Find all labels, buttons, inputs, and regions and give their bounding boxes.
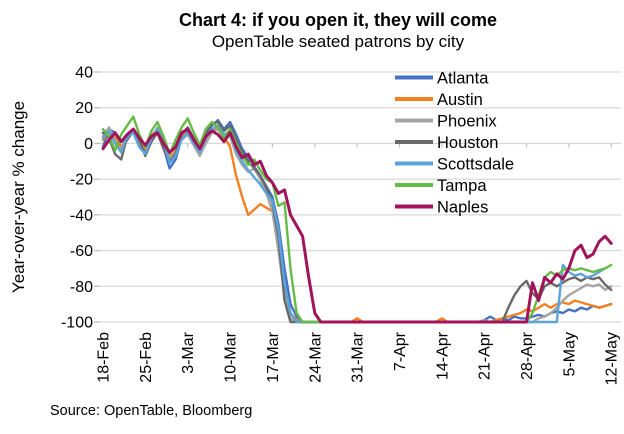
y-tick-label: 40: [75, 65, 93, 82]
x-tick-label: 24-Mar: [307, 331, 324, 382]
gridlines: [100, 71, 621, 323]
source-note: Source: OpenTable, Bloomberg: [50, 403, 252, 419]
x-tick-label: 18-Feb: [96, 332, 113, 383]
legend-item-naples: Naples: [395, 199, 488, 217]
legend-label-naples: Naples: [437, 199, 488, 217]
legend-item-phoenix: Phoenix: [395, 113, 497, 131]
chart-title: Chart 4: if you open it, they will come: [179, 10, 497, 30]
y-tick-label: -20: [70, 172, 93, 189]
x-tick-label: 5-May: [561, 332, 578, 376]
legend-label-phoenix: Phoenix: [437, 113, 497, 131]
series-lines: [101, 115, 613, 324]
legend: Atlanta Austin Phoenix Houston Scottsdale Tam…: [395, 70, 514, 217]
x-tick-label: 25-Feb: [138, 332, 155, 383]
legend-item-houston: Houston: [395, 134, 498, 152]
legend-label-scottsdale: Scottsdale: [437, 156, 514, 174]
x-tick-label: 28-Apr: [519, 331, 536, 380]
y-tick-label: 20: [75, 100, 93, 117]
legend-item-atlanta: Atlanta: [395, 70, 489, 88]
legend-item-tampa: Tampa: [395, 177, 487, 195]
x-tick-label: 31-Mar: [350, 331, 367, 382]
legend-label-atlanta: Atlanta: [437, 70, 489, 88]
y-axis-tick-marks: [94, 71, 100, 323]
chart-subtitle: OpenTable seated patrons by city: [212, 32, 465, 51]
legend-item-austin: Austin: [395, 91, 483, 109]
legend-label-houston: Houston: [437, 134, 498, 152]
legend-label-austin: Austin: [437, 91, 483, 109]
x-tick-label: 21-Apr: [477, 331, 494, 380]
y-axis-title: Year-over-year % change: [9, 101, 28, 293]
legend-label-tampa: Tampa: [437, 177, 487, 195]
x-tick-label: 10-Mar: [223, 331, 240, 382]
y-axis-tick-labels: 40 20 0 -20 -40 -60 -80 -100: [61, 65, 93, 332]
x-tick-label: 3-Mar: [180, 331, 197, 373]
series-line-naples: [101, 127, 613, 324]
y-tick-label: -80: [70, 279, 93, 296]
x-axis-tick-labels: 18-Feb 25-Feb 3-Mar 10-Mar 17-Mar 24-Mar 31-Ma…: [96, 331, 621, 385]
y-tick-label: 0: [84, 136, 93, 153]
y-tick-label: -100: [61, 315, 93, 332]
legend-item-scottsdale: Scottsdale: [395, 156, 514, 174]
y-tick-label: -40: [70, 207, 93, 224]
x-tick-label: 12-May: [604, 332, 621, 385]
x-tick-label: 14-Apr: [434, 331, 451, 380]
x-tick-label: 7-Apr: [392, 331, 409, 371]
x-tick-label: 17-Mar: [265, 331, 282, 382]
y-tick-label: -60: [70, 243, 93, 260]
